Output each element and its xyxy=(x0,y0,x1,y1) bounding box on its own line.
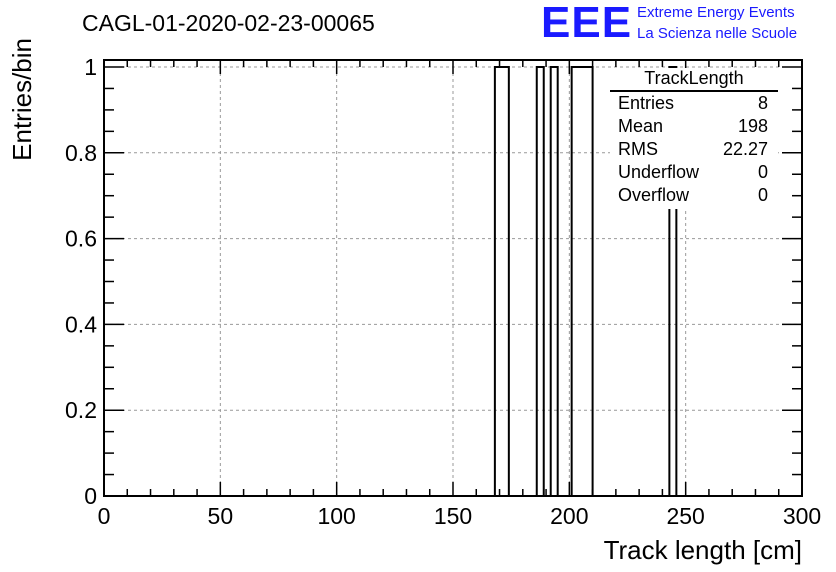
stats-value-rms: 22.27 xyxy=(722,139,768,159)
x-axis-label: Track length [cm] xyxy=(604,535,802,565)
y-axis-label: Entries/bin xyxy=(7,38,37,161)
x-tick-label: 100 xyxy=(317,503,355,529)
stats-value-underflow: 0 xyxy=(757,162,768,182)
x-tick-label: 300 xyxy=(783,503,821,529)
histogram-bar xyxy=(668,66,678,496)
stats-divider xyxy=(610,90,778,92)
x-tick-label: 0 xyxy=(98,503,111,529)
histogram-bar xyxy=(535,66,545,496)
eee-logo: EEE xyxy=(541,0,633,47)
logo-line-2: La Scienza nelle Scuole xyxy=(637,25,798,42)
tick-labels: 0 50 100 150 200 250 300 0 0.2 0.4 0.6 0.8 1 xyxy=(65,54,821,529)
histogram-bar xyxy=(570,66,594,496)
stats-value-overflow: 0 xyxy=(757,185,768,205)
stats-label-overflow: Overflow xyxy=(618,185,690,205)
y-tick-label: 0 xyxy=(84,483,97,509)
stats-label-mean: Mean xyxy=(618,116,664,136)
histogram-bar xyxy=(493,66,510,496)
histogram-bar xyxy=(549,66,559,496)
stats-title: TrackLength xyxy=(644,68,744,88)
chart-title: CAGL-01-2020-02-23-00065 xyxy=(82,10,375,36)
y-tick-label: 0.4 xyxy=(65,311,97,337)
y-tick-label: 0.2 xyxy=(65,397,97,423)
stats-label-underflow: Underflow xyxy=(618,162,700,182)
histogram-bars xyxy=(493,66,678,496)
y-tick-label: 0.6 xyxy=(65,226,97,252)
x-tick-label: 150 xyxy=(434,503,472,529)
x-tick-label: 250 xyxy=(666,503,704,529)
stats-label-rms: RMS xyxy=(618,139,658,159)
stats-value-mean: 198 xyxy=(737,116,768,136)
y-tick-label: 1 xyxy=(84,54,97,80)
x-tick-label: 200 xyxy=(550,503,588,529)
y-tick-label: 0.8 xyxy=(65,140,97,166)
x-tick-label: 50 xyxy=(208,503,234,529)
logo-line-1: Extreme Energy Events xyxy=(637,4,795,21)
stats-label-entries: Entries xyxy=(618,93,675,113)
stats-value-entries: 8 xyxy=(757,93,768,113)
stats-box: TrackLength Entries 8 Mean 198 RMS 22.27… xyxy=(610,68,778,209)
axes xyxy=(103,59,803,497)
